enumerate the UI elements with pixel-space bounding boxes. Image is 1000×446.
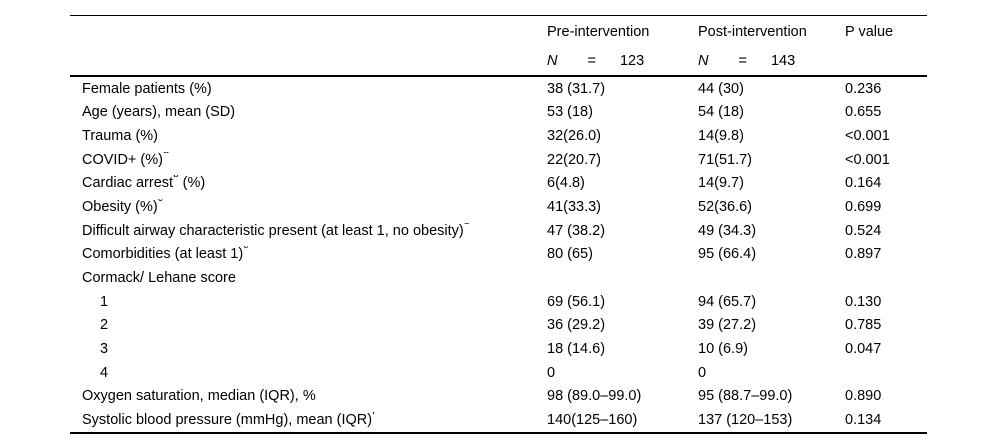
header-row-n: N = 123 N = 143 [70, 47, 927, 75]
table-row: 1 69 (56.1) 94 (65.7) 0.130 [70, 290, 927, 314]
n-post-value: 143 [770, 53, 796, 69]
pre-cell: 6(4.8) [547, 175, 585, 192]
pre-cell: 22(20.7) [547, 151, 602, 168]
p-cell: 0.164 [845, 175, 882, 192]
table-row: Oxygen saturation, median (IQR), % 98 (8… [70, 385, 927, 409]
post-cell: 137 (120–153) [698, 412, 793, 429]
post-cell: 52(36.6) [698, 199, 753, 216]
pre-cell: 140(125–160) [547, 412, 638, 429]
row-label: Female patients (%) [82, 80, 212, 97]
footnote-marker: c [158, 199, 163, 204]
p-cell: 0.655 [845, 104, 882, 121]
p-cell: 0.236 [845, 80, 882, 97]
post-cell: 94 (65.7) [698, 293, 757, 310]
post-cell: 0 [698, 364, 707, 381]
p-cell: 0.785 [845, 317, 882, 334]
table-row: Cormack/ Lehane score [70, 266, 927, 290]
n-pre-cell: N = 123 [547, 53, 698, 69]
table-row: 3 18 (14.6) 10 (6.9) 0.047 [70, 337, 927, 361]
p-cell: 0.897 [845, 246, 882, 263]
row-label: Oxygen saturation, median (IQR), % [82, 388, 316, 405]
equals-sign: = [738, 53, 747, 69]
footnote-marker: b [173, 175, 179, 180]
row-label: 2 [100, 317, 109, 334]
pre-cell: 47 (38.2) [547, 222, 606, 239]
post-cell: 14(9.8) [698, 128, 744, 145]
p-cell: <0.001 [845, 128, 890, 145]
n-symbol: N [698, 53, 709, 69]
header-p-value: P value [845, 24, 894, 40]
row-label: Comorbidities (at least 1)e [70, 246, 547, 262]
table-row: 2 36 (29.2) 39 (27.2) 0.785 [70, 314, 927, 338]
row-label: Age (years), mean (SD) [82, 104, 236, 121]
equals-sign: = [587, 53, 596, 69]
post-cell: 39 (27.2) [698, 317, 757, 334]
row-label: 4 [100, 364, 109, 381]
row-label: Cormack/ Lehane score [82, 270, 236, 287]
table-row: Age (years), mean (SD) 53 (18) 54 (18) 0… [70, 101, 927, 125]
header-post-intervention: Post-intervention [698, 24, 807, 40]
p-cell: 0.890 [845, 388, 882, 405]
p-cell: <0.001 [845, 151, 890, 168]
row-label: 1 [100, 293, 109, 310]
post-cell: 95 (88.7–99.0) [698, 388, 793, 405]
table-body: Female patients (%) 38 (31.7) 44 (30) 0.… [70, 77, 927, 434]
header-row-titles: Pre-intervention Post-intervention P val… [70, 16, 927, 47]
post-cell: 54 (18) [698, 104, 744, 121]
post-cell: 49 (34.3) [698, 222, 757, 239]
table-row: Comorbidities (at least 1)e 80 (65) 95 (… [70, 243, 927, 267]
p-cell: 0.134 [845, 412, 882, 429]
table-row: Female patients (%) 38 (31.7) 44 (30) 0.… [70, 77, 927, 101]
table-row: 4 0 0 [70, 361, 927, 385]
pre-cell: 53 (18) [547, 104, 593, 121]
table-row: Systolic blood pressure (mmHg), mean (IQ… [70, 408, 927, 432]
table-header: Pre-intervention Post-intervention P val… [70, 15, 927, 77]
header-pre-intervention: Pre-intervention [547, 24, 650, 40]
row-label: COVID+ (%)a [70, 152, 547, 168]
pre-cell: 69 (56.1) [547, 293, 606, 310]
pre-cell: 80 (65) [547, 246, 593, 263]
table-row: Trauma (%) 32(26.0) 14(9.8) <0.001 [70, 124, 927, 148]
table-row: Difficult airway characteristic present … [70, 219, 927, 243]
row-label: 3 [100, 341, 109, 358]
pre-cell: 41(33.3) [547, 199, 602, 216]
footnote-marker: f [372, 412, 375, 417]
pre-cell: 98 (89.0–99.0) [547, 388, 642, 405]
pre-cell: 38 (31.7) [547, 80, 606, 97]
table-row: Obesity (%)c 41(33.3) 52(36.6) 0.699 [70, 195, 927, 219]
row-label: Cardiac arrestb (%) [70, 175, 547, 191]
footnote-marker: e [243, 246, 249, 251]
pre-cell: 0 [547, 364, 556, 381]
row-label: Trauma (%) [82, 128, 158, 145]
post-cell: 44 (30) [698, 80, 744, 97]
pre-cell: 18 (14.6) [547, 341, 606, 358]
post-cell: 14(9.7) [698, 175, 744, 192]
row-label: Difficult airway characteristic present … [70, 223, 547, 239]
row-label: Systolic blood pressure (mmHg), mean (IQ… [70, 412, 547, 428]
p-cell: 0.130 [845, 293, 882, 310]
n-post-cell: N = 143 [698, 53, 845, 69]
footnote-marker: d [464, 223, 470, 228]
table-row: Cardiac arrestb (%) 6(4.8) 14(9.7) 0.164 [70, 172, 927, 196]
post-cell: 95 (66.4) [698, 246, 757, 263]
footnote-marker: a [163, 152, 169, 157]
comparison-table: Pre-intervention Post-intervention P val… [70, 15, 927, 434]
n-symbol: N [547, 53, 558, 69]
n-pre-value: 123 [619, 53, 645, 69]
post-cell: 10 (6.9) [698, 341, 748, 358]
p-cell: 0.524 [845, 222, 882, 239]
table-row: COVID+ (%)a 22(20.7) 71(51.7) <0.001 [70, 148, 927, 172]
pre-cell: 32(26.0) [547, 128, 602, 145]
row-label: Obesity (%)c [70, 199, 547, 215]
p-cell: 0.699 [845, 199, 882, 216]
p-cell: 0.047 [845, 341, 882, 358]
pre-cell: 36 (29.2) [547, 317, 606, 334]
post-cell: 71(51.7) [698, 151, 753, 168]
